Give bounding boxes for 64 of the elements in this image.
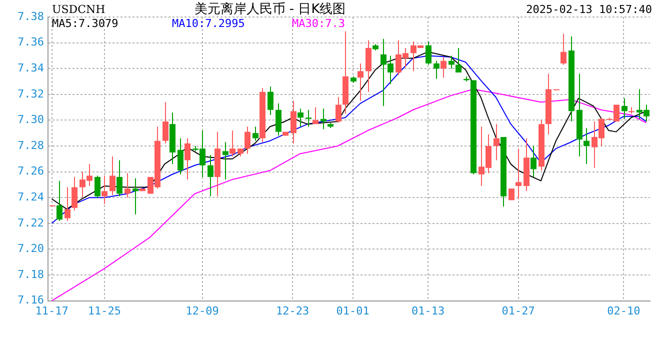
candlestick — [132, 178, 138, 215]
candlestick — [124, 172, 130, 198]
candlestick — [298, 108, 304, 128]
x-tick-label: 11-17 — [35, 304, 68, 318]
y-tick-label: 7.16 — [18, 294, 44, 307]
candlestick — [426, 41, 432, 66]
candlestick — [184, 138, 190, 180]
candlestick — [560, 33, 566, 66]
candlestick — [252, 126, 258, 142]
x-tick-label: 12-09 — [186, 304, 219, 318]
y-tick-label: 7.28 — [18, 138, 44, 152]
y-tick-label: 7.30 — [18, 113, 44, 126]
candlestick — [178, 138, 184, 175]
candlestick — [94, 175, 100, 198]
candlestick — [336, 96, 342, 124]
candlestick — [72, 176, 78, 211]
y-tick-label: 7.26 — [18, 164, 44, 178]
candlestick — [622, 98, 628, 120]
x-tick-label: 01-01 — [336, 304, 370, 318]
candlestick — [366, 40, 372, 92]
text: MA5:7.3079 — [52, 17, 118, 30]
candlestick — [516, 148, 522, 200]
x-tick-label: 12-23 — [276, 304, 310, 318]
candlestick — [222, 142, 228, 180]
y-tick-label: 7.38 — [18, 10, 44, 23]
candlestick — [268, 86, 274, 116]
candlestick — [312, 106, 318, 125]
y-tick-label: 7.36 — [18, 36, 44, 49]
y-tick-label: 7.32 — [18, 87, 44, 100]
y-tick-label: 7.20 — [18, 242, 44, 256]
candlestick — [448, 55, 454, 70]
y-tick-label: 7.22 — [18, 216, 44, 230]
x-tick-label: 01-13 — [411, 304, 445, 318]
candlestick — [306, 109, 312, 128]
candlestick — [208, 154, 214, 197]
candlestick — [116, 160, 122, 197]
chart-title: 美元离岸人民币 - 日K线图 — [193, 1, 347, 18]
candlestick — [110, 156, 116, 196]
candlestick — [320, 108, 326, 130]
y-tick-label: 7.24 — [18, 190, 44, 204]
candlestick — [162, 102, 168, 144]
candlestick — [230, 130, 236, 157]
candlestick — [440, 56, 446, 78]
candlestick — [494, 124, 500, 161]
text: MA10:7.2995 — [172, 17, 245, 30]
candlestick — [584, 127, 590, 165]
candlestick — [434, 60, 440, 80]
x-tick-label: 11-25 — [88, 304, 121, 318]
candlestick — [102, 175, 108, 205]
text: MA30:7.3 — [292, 17, 345, 30]
text: USDCNH — [52, 3, 106, 16]
x-tick-label: 02-10 — [607, 304, 640, 318]
candlestick — [276, 102, 282, 136]
candlestick — [244, 126, 250, 154]
candlestick — [56, 180, 62, 222]
candlestick — [358, 62, 364, 102]
candlestick — [64, 186, 70, 222]
candlestick — [290, 100, 296, 144]
candlestick — [530, 146, 536, 178]
text: 2025-02-13 10:57:40 — [526, 3, 652, 16]
y-tick-label: 7.18 — [18, 268, 44, 281]
candlestick — [456, 47, 462, 73]
x-tick-label: 01-27 — [502, 304, 535, 318]
y-tick-label: 7.34 — [18, 61, 44, 74]
